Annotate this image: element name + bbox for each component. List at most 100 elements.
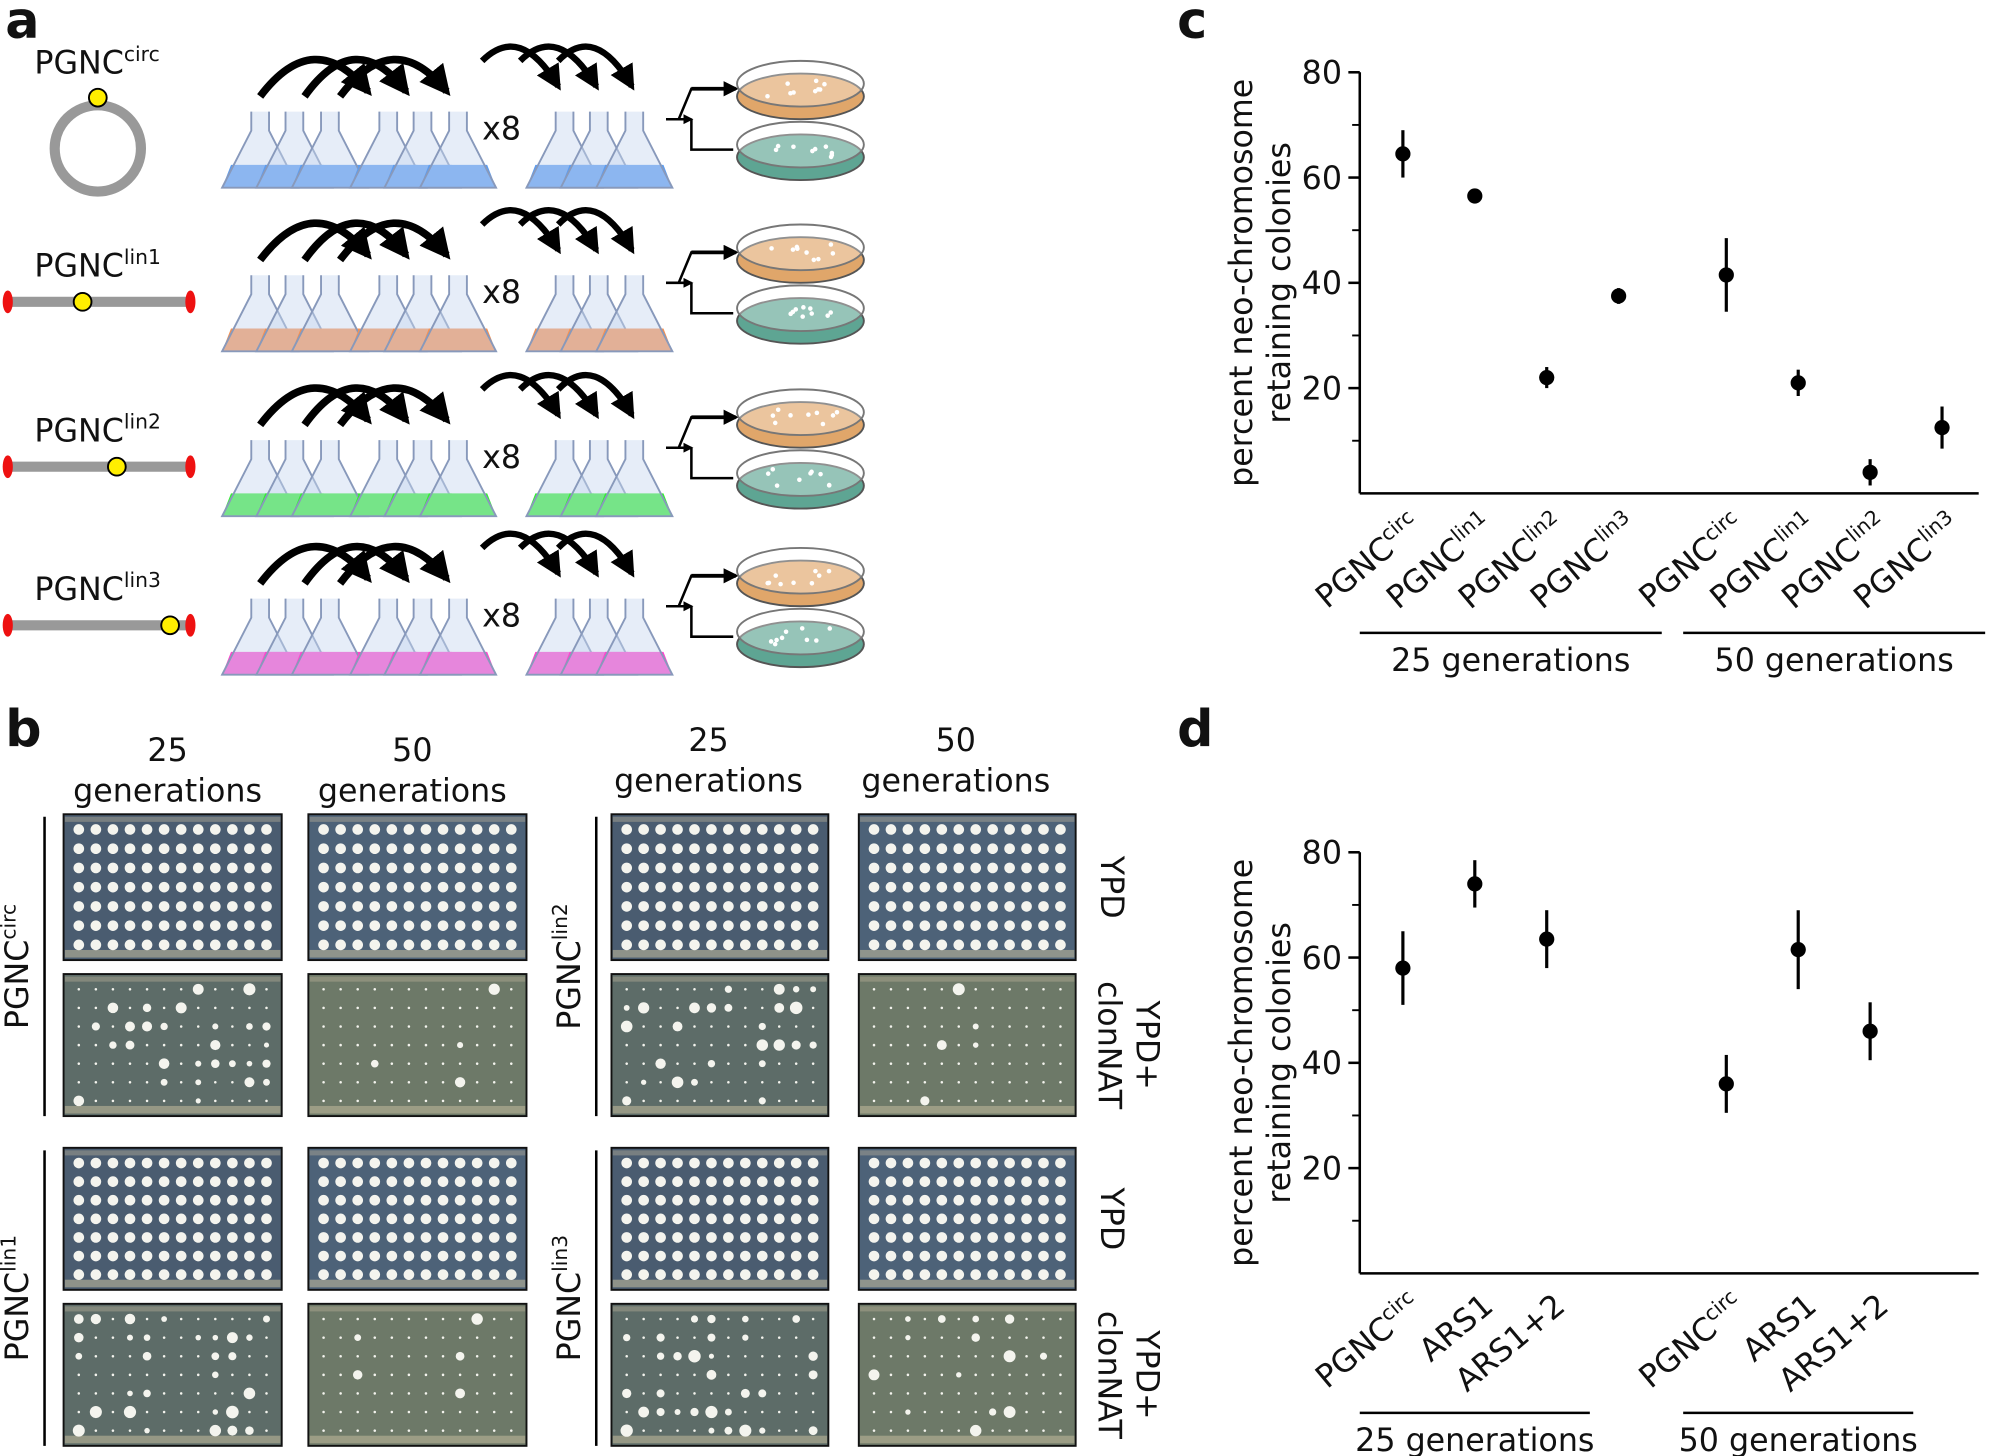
dish-top: [736, 449, 865, 497]
spot: [437, 843, 449, 855]
spot: [655, 862, 666, 874]
spot: [790, 881, 802, 893]
spot: [161, 1316, 168, 1322]
spot: [454, 881, 466, 893]
flask: [290, 598, 370, 676]
spot: [807, 1213, 819, 1225]
spot: [1021, 1157, 1032, 1169]
spot: [621, 1269, 633, 1280]
spot: [940, 1025, 944, 1028]
y-tick-label: 60: [1302, 941, 1342, 977]
spot: [390, 1006, 394, 1010]
spot: [265, 1429, 268, 1432]
spot: [390, 1025, 394, 1028]
spot: [706, 824, 717, 835]
spot: [369, 1232, 381, 1243]
colony: [816, 256, 821, 262]
flask-outline: [418, 275, 498, 353]
colony: [783, 629, 789, 635]
spot: [162, 1099, 166, 1103]
spot: [970, 939, 982, 951]
spot: [369, 939, 381, 951]
colony: [811, 257, 817, 263]
spot: [659, 1006, 662, 1010]
spot: [902, 1194, 914, 1206]
spot: [1059, 1099, 1062, 1103]
spot: [889, 1062, 893, 1065]
spot: [488, 920, 500, 931]
spot: [192, 901, 204, 912]
spot: [390, 1354, 394, 1358]
colony: [797, 477, 802, 483]
spot: [475, 1062, 479, 1065]
colony: [788, 311, 793, 317]
spot: [369, 862, 381, 874]
spot: [807, 824, 819, 835]
flask: [290, 440, 370, 518]
spot: [424, 1062, 428, 1065]
plate-edge: [64, 1105, 281, 1114]
spot: [335, 881, 346, 893]
spot: [227, 901, 238, 912]
spot: [403, 901, 415, 912]
spot: [143, 1389, 151, 1398]
spot: [403, 1194, 415, 1206]
spot: [373, 1006, 377, 1010]
spot: [373, 1081, 377, 1084]
spot: [790, 824, 802, 835]
spot: [454, 901, 466, 912]
spot: [1038, 901, 1049, 912]
dish-top: [736, 388, 865, 436]
spot: [471, 1176, 483, 1187]
spot: [458, 1025, 462, 1028]
spot: [356, 1062, 359, 1065]
spot: [906, 1081, 910, 1084]
spot: [403, 862, 415, 874]
spot: [390, 1429, 394, 1432]
spot: [790, 939, 802, 951]
label-base: PGNC: [34, 46, 124, 82]
spot: [957, 1354, 961, 1358]
spot: [424, 1410, 428, 1414]
spot: [510, 1392, 513, 1395]
spot: [335, 1176, 346, 1187]
arrow: [337, 384, 451, 428]
spot: [179, 988, 183, 991]
label-base: PGNC: [552, 940, 588, 1029]
spot: [777, 1081, 781, 1084]
spot: [872, 1062, 876, 1065]
spot: [339, 1429, 342, 1432]
plate-edge: [64, 949, 281, 958]
spot: [1025, 1081, 1028, 1084]
spot: [145, 1062, 149, 1065]
spot: [902, 1232, 914, 1243]
spot: [73, 1314, 84, 1324]
spot: [192, 1250, 204, 1262]
spot: [454, 1194, 466, 1206]
spot: [475, 1373, 479, 1377]
spot: [373, 1099, 377, 1103]
colony: [804, 250, 809, 255]
spot: [227, 1213, 238, 1225]
spot: [335, 1157, 346, 1169]
spot: [145, 1373, 149, 1377]
spot: [777, 1099, 781, 1103]
spot: [642, 1043, 645, 1047]
spot: [94, 1099, 98, 1103]
spot: [693, 1392, 696, 1395]
spot: [974, 1410, 977, 1414]
plate-photo: [62, 973, 283, 1118]
colony: [772, 641, 778, 647]
spot: [808, 1351, 818, 1361]
spot: [407, 1099, 411, 1103]
spot: [794, 1099, 798, 1103]
spot: [974, 1062, 977, 1065]
spot: [196, 1043, 200, 1047]
spot: [989, 1408, 997, 1416]
spot: [141, 1021, 153, 1032]
spot: [872, 1429, 876, 1432]
flask-outline: [594, 598, 674, 676]
spot: [991, 1043, 994, 1047]
spot: [923, 1006, 927, 1010]
spot: [141, 920, 153, 931]
